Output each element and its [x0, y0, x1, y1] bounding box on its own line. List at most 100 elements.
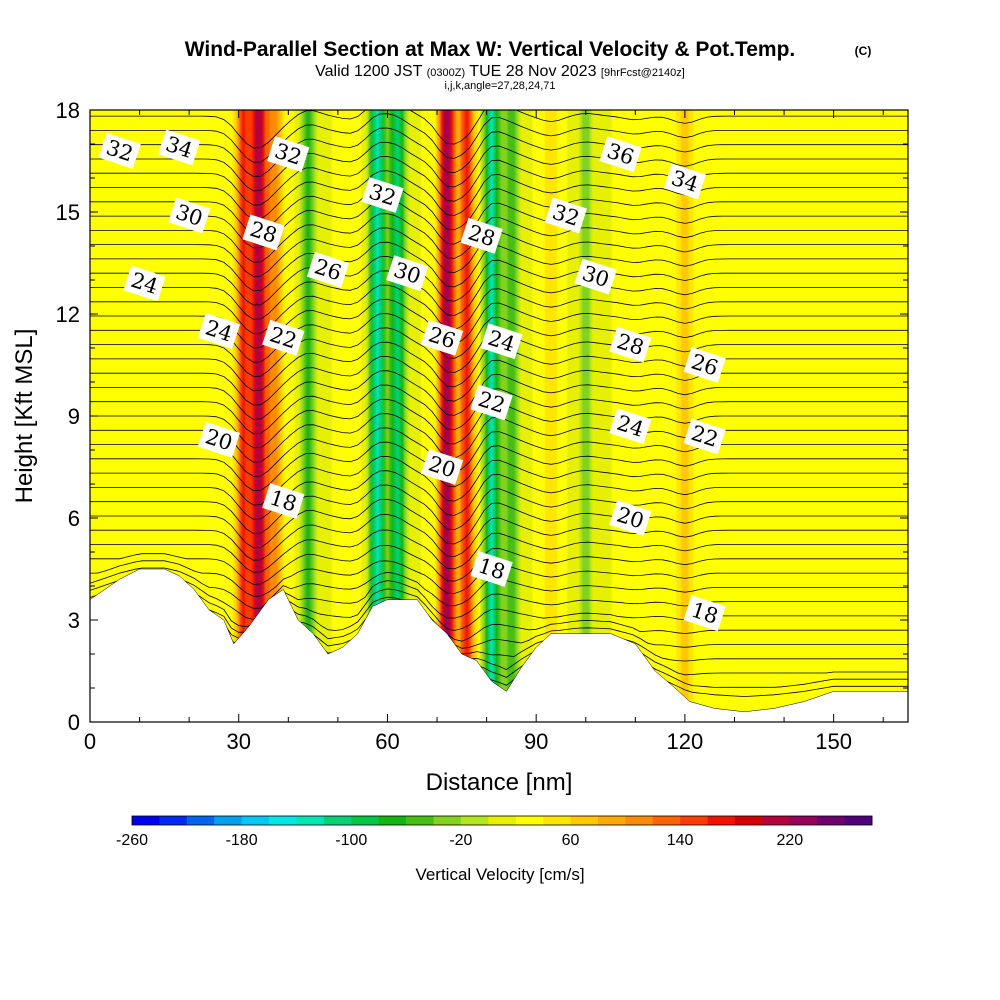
y-axis-ticks: 0 3 6 9 12 15 18 [56, 98, 908, 735]
theta-contour-line [90, 470, 908, 520]
contour-label-box [123, 265, 166, 302]
y-tick-label: 9 [68, 404, 80, 429]
colorbar-tick-label: -180 [226, 832, 258, 849]
theta-contour-line [90, 170, 908, 220]
colorbar-swatch [680, 816, 708, 825]
contour-label-box [168, 197, 211, 234]
colorbar-swatch [241, 816, 270, 825]
terrain-mask [89, 568, 909, 723]
colorbar-swatch [762, 816, 791, 825]
theta-contour-line [90, 241, 908, 292]
contour-label-box [663, 163, 707, 200]
contour-label-box [470, 384, 513, 421]
contour-label-box [98, 132, 141, 169]
chart-indices: i,j,k,angle=27,28,24,71 [444, 80, 555, 92]
subtitle-date: TUE 28 Nov 2023 [465, 63, 601, 80]
colorbar-swatch [543, 816, 571, 825]
chart-title: Wind-Parallel Section at Max W: Vertical… [185, 38, 796, 61]
x-tick-label: 120 [667, 729, 704, 754]
theta-contour-label: 18 [470, 551, 513, 587]
theta-contour-line [90, 589, 908, 642]
colorbar-swatch [433, 816, 462, 825]
y-tick-label: 12 [56, 302, 80, 327]
colorbar-tick-label: 220 [776, 832, 803, 849]
contour-label-box [480, 323, 523, 360]
theta-contour-line [90, 529, 908, 573]
contour-label-box [158, 129, 201, 166]
theta-contour-line [90, 514, 908, 561]
colorbar-swatch [597, 816, 626, 825]
contour-label-box [460, 217, 503, 254]
colorbar-frame [131, 815, 873, 826]
copyright-mark: (C) [855, 44, 872, 58]
chart-subtitle: Valid 1200 JST (0300Z) TUE 28 Nov 2023 [… [315, 63, 685, 80]
y-tick-label: 0 [68, 710, 80, 735]
theta-contour-line [90, 156, 908, 206]
theta-contour-line [90, 213, 908, 263]
theta-contour-line [90, 127, 908, 178]
colorbar-swatch [844, 816, 873, 825]
contour-label-box [470, 551, 513, 587]
contour-label-box [420, 449, 464, 485]
contour-label-box [262, 483, 305, 519]
theta-contour-label: 20 [609, 500, 652, 536]
x-tick-label: 60 [375, 729, 399, 754]
theta-contour-line [90, 270, 908, 320]
x-axis-ticks: 0 30 60 90 120 150 [84, 110, 884, 754]
colorbar-swatch [406, 816, 434, 825]
colorbar-tick-label: 60 [562, 832, 580, 849]
theta-contour-line [90, 110, 908, 149]
colorbar-swatch [734, 816, 763, 825]
contour-label-box [242, 214, 285, 251]
x-tick-label: 0 [84, 729, 96, 754]
theta-contour-line [90, 198, 908, 249]
theta-contour-line [90, 384, 908, 435]
colorbar-swatch [625, 816, 654, 825]
subtitle-valid: Valid 1200 JST [315, 63, 426, 80]
theta-contour-line [90, 455, 908, 506]
colorbar-swatch [214, 816, 243, 825]
contour-label-box [267, 136, 310, 173]
contour-label-box [361, 177, 404, 213]
colorbar-swatch [378, 816, 407, 825]
colorbar-swatch [817, 816, 845, 825]
colorbar-label: Vertical Velocity [cm/s] [415, 865, 584, 884]
x-tick-label: 150 [815, 729, 852, 754]
theta-contour-line [90, 370, 908, 420]
colorbar-swatch [488, 816, 517, 825]
contour-label-box [683, 418, 726, 455]
contour-label-box [306, 251, 350, 288]
colorbar-swatch [186, 816, 215, 825]
theta-contour-label: 20 [420, 449, 464, 485]
theta-contour-line [90, 184, 908, 235]
contour-label-box [386, 255, 429, 292]
colorbar-tick-label: -100 [335, 832, 367, 849]
colorbar-swatch [789, 816, 818, 825]
theta-contour-label: 32 [98, 132, 141, 169]
theta-contour-line [90, 441, 908, 492]
contour-label-box [420, 319, 464, 356]
contour-label-box [609, 500, 652, 536]
colorbar-swatch [570, 816, 599, 825]
colorbar-swatch [323, 816, 352, 825]
contour-label-box [609, 408, 652, 445]
x-tick-label: 30 [226, 729, 250, 754]
theta-contour-line [90, 581, 908, 631]
theta-contour-line [90, 284, 908, 335]
colorbar-swatch [132, 816, 160, 825]
x-tick-label: 90 [524, 729, 548, 754]
colorbar-swatch [460, 816, 489, 825]
colorbar-swatch [269, 816, 297, 825]
contour-label-box [683, 347, 726, 383]
contour-label-box [197, 313, 241, 349]
colorbar-tick-label: -260 [116, 832, 148, 849]
y-axis-label: Height [Kft MSL] [11, 329, 38, 504]
contour-label-box [544, 197, 588, 234]
subtitle-utc: (0300Z) [427, 67, 466, 79]
theta-contour-line [90, 574, 908, 620]
contour-label-box [609, 326, 652, 363]
theta-contour-label: 30 [386, 255, 429, 292]
y-tick-label: 15 [56, 200, 80, 225]
colorbar-swatch [296, 816, 325, 825]
